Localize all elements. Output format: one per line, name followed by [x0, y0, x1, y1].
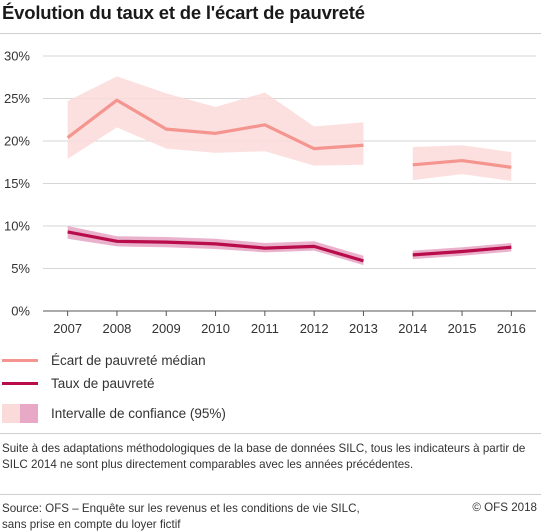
x-tick-label: 2008 — [102, 321, 131, 336]
y-tick-label: 20% — [4, 134, 30, 149]
legend-swatch-rate — [2, 382, 38, 385]
x-tick-label: 2014 — [398, 321, 427, 336]
x-tick-label: 2016 — [497, 321, 526, 336]
title-divider — [0, 33, 541, 34]
x-tick-label: 2010 — [201, 321, 230, 336]
x-tick-label: 2007 — [53, 321, 82, 336]
confidence-band-rate-1 — [68, 226, 364, 265]
x-tick-label: 2015 — [448, 321, 477, 336]
confidence-band-gap-1 — [68, 76, 364, 165]
legend-swatch-gap — [2, 359, 38, 362]
legend-item-confidence: Intervalle de confiance (95%) — [2, 403, 226, 423]
legend-item-rate: Taux de pauvreté — [2, 373, 155, 393]
x-axis-ticks: 2007 2008 2009 2010 2011 2012 2013 2014 2015 2016 — [53, 311, 526, 336]
copyright: © OFS 2018 — [472, 501, 537, 514]
source-text: Source: OFS – Enquête sur les revenus et… — [2, 501, 360, 532]
legend-item-gap: Écart de pauvreté médian — [2, 350, 206, 370]
legend-swatch-confidence-gap — [2, 404, 20, 423]
legend-divider — [0, 433, 541, 434]
chart-area: 0% 5% 10% 15% 20% 25% 30% 2007 2008 2009 2010 2011… — [0, 40, 541, 340]
x-tick-label: 2012 — [300, 321, 329, 336]
footer-divider — [0, 494, 541, 495]
legend-label-rate: Taux de pauvreté — [51, 376, 155, 391]
source-line-1: Source: OFS – Enquête sur les revenus et… — [2, 501, 360, 517]
y-tick-label: 30% — [4, 49, 30, 64]
chart-title: Évolution du taux et de l'écart de pauvr… — [2, 2, 365, 24]
y-axis-ticks: 0% 5% 10% 15% 20% 25% 30% — [4, 49, 30, 319]
x-tick-label: 2011 — [251, 321, 279, 336]
legend-label-gap: Écart de pauvreté médian — [51, 353, 206, 368]
source-line-2: sans prise en compte du loyer fictif — [2, 517, 360, 532]
confidence-bands — [68, 76, 512, 265]
legend-swatch-confidence — [2, 404, 38, 423]
y-tick-label: 25% — [4, 91, 30, 106]
legend-swatch-confidence-rate — [20, 404, 38, 423]
methodology-note: Suite à des adaptations méthodologiques … — [2, 441, 537, 472]
x-tick-label: 2009 — [152, 321, 181, 336]
y-tick-label: 0% — [11, 304, 30, 319]
y-tick-label: 5% — [11, 261, 30, 276]
legend-label-confidence: Intervalle de confiance (95%) — [51, 406, 226, 421]
x-tick-label: 2013 — [349, 321, 378, 336]
y-tick-label: 10% — [4, 219, 30, 234]
y-tick-label: 15% — [4, 176, 30, 191]
